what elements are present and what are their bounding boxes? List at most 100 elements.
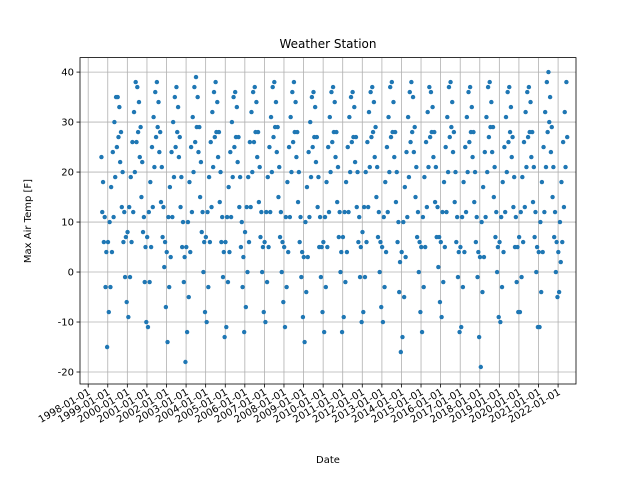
data-point: [378, 239, 383, 245]
data-point: [463, 209, 469, 215]
data-point: [157, 129, 163, 135]
data-point: [513, 214, 519, 220]
data-point: [273, 99, 279, 105]
data-point: [322, 214, 328, 220]
data-point: [551, 164, 556, 170]
data-point: [165, 339, 170, 345]
data-point: [443, 144, 448, 150]
data-point: [439, 314, 444, 320]
data-point: [285, 249, 291, 255]
data-point: [435, 204, 440, 210]
data-point: [195, 94, 200, 100]
data-point: [394, 169, 399, 175]
data-point: [427, 84, 432, 90]
data-point: [272, 79, 277, 85]
data-point: [149, 144, 155, 150]
data-point: [505, 89, 510, 95]
data-point: [406, 174, 412, 180]
data-point: [157, 149, 162, 155]
data-point: [303, 219, 308, 225]
data-point: [487, 79, 492, 85]
data-point: [158, 199, 164, 205]
data-point: [286, 144, 292, 150]
y-tick-label: -10: [58, 318, 74, 329]
data-point: [522, 204, 528, 210]
data-point: [397, 259, 403, 265]
data-point: [251, 139, 257, 145]
data-point: [192, 84, 197, 90]
data-point: [242, 229, 248, 235]
data-point: [445, 114, 450, 120]
data-point: [552, 209, 558, 215]
data-point: [302, 339, 307, 345]
data-point: [318, 274, 324, 280]
data-point: [538, 219, 543, 225]
data-point: [544, 79, 550, 85]
data-point: [346, 209, 351, 215]
data-point: [228, 149, 233, 155]
data-point: [430, 104, 435, 110]
data-point: [299, 274, 304, 280]
data-point: [521, 139, 527, 145]
data-point: [447, 134, 452, 140]
data-point: [325, 244, 330, 250]
data-point: [343, 279, 348, 285]
data-point: [392, 154, 397, 160]
data-point: [347, 169, 353, 175]
data-point: [277, 164, 282, 170]
data-point: [374, 194, 379, 200]
data-point: [551, 234, 557, 240]
data-point: [285, 179, 290, 185]
data-point: [480, 184, 486, 190]
data-point: [414, 164, 419, 170]
data-point: [150, 204, 155, 210]
data-point: [467, 84, 473, 90]
data-point: [464, 114, 470, 120]
data-point: [100, 209, 105, 215]
data-point: [159, 164, 165, 170]
data-point: [561, 204, 567, 210]
data-point: [171, 174, 177, 180]
data-point: [530, 129, 535, 135]
data-point: [298, 214, 303, 220]
data-point: [344, 249, 350, 255]
data-point: [247, 139, 253, 145]
data-point: [246, 239, 252, 245]
data-point: [274, 149, 279, 155]
data-point: [401, 294, 407, 300]
data-point: [428, 89, 434, 95]
data-point: [299, 249, 305, 255]
data-point: [300, 314, 306, 320]
data-point: [540, 249, 545, 255]
data-point: [237, 174, 243, 180]
data-point: [370, 84, 375, 90]
data-point: [148, 244, 154, 250]
data-point: [382, 284, 387, 290]
data-point: [104, 344, 110, 350]
data-point: [240, 284, 245, 290]
data-point: [309, 94, 315, 100]
plot-frame: [79, 57, 577, 385]
data-point: [458, 244, 463, 250]
data-point: [457, 329, 462, 335]
data-point: [197, 194, 203, 200]
data-point: [323, 284, 329, 290]
data-point: [199, 229, 204, 235]
data-point: [327, 114, 332, 120]
data-point: [293, 99, 298, 105]
data-point: [341, 314, 346, 320]
data-point: [205, 209, 210, 215]
data-point: [338, 269, 343, 275]
data-point: [342, 209, 347, 215]
data-point: [481, 254, 487, 260]
data-point: [423, 139, 429, 145]
data-point: [147, 279, 152, 285]
data-point: [289, 169, 294, 175]
data-point: [104, 249, 109, 255]
data-point: [419, 244, 424, 250]
data-point: [466, 89, 471, 95]
data-point: [179, 244, 185, 250]
data-point: [123, 234, 129, 240]
y-tick-label: 30: [61, 118, 74, 129]
data-point: [131, 209, 136, 215]
